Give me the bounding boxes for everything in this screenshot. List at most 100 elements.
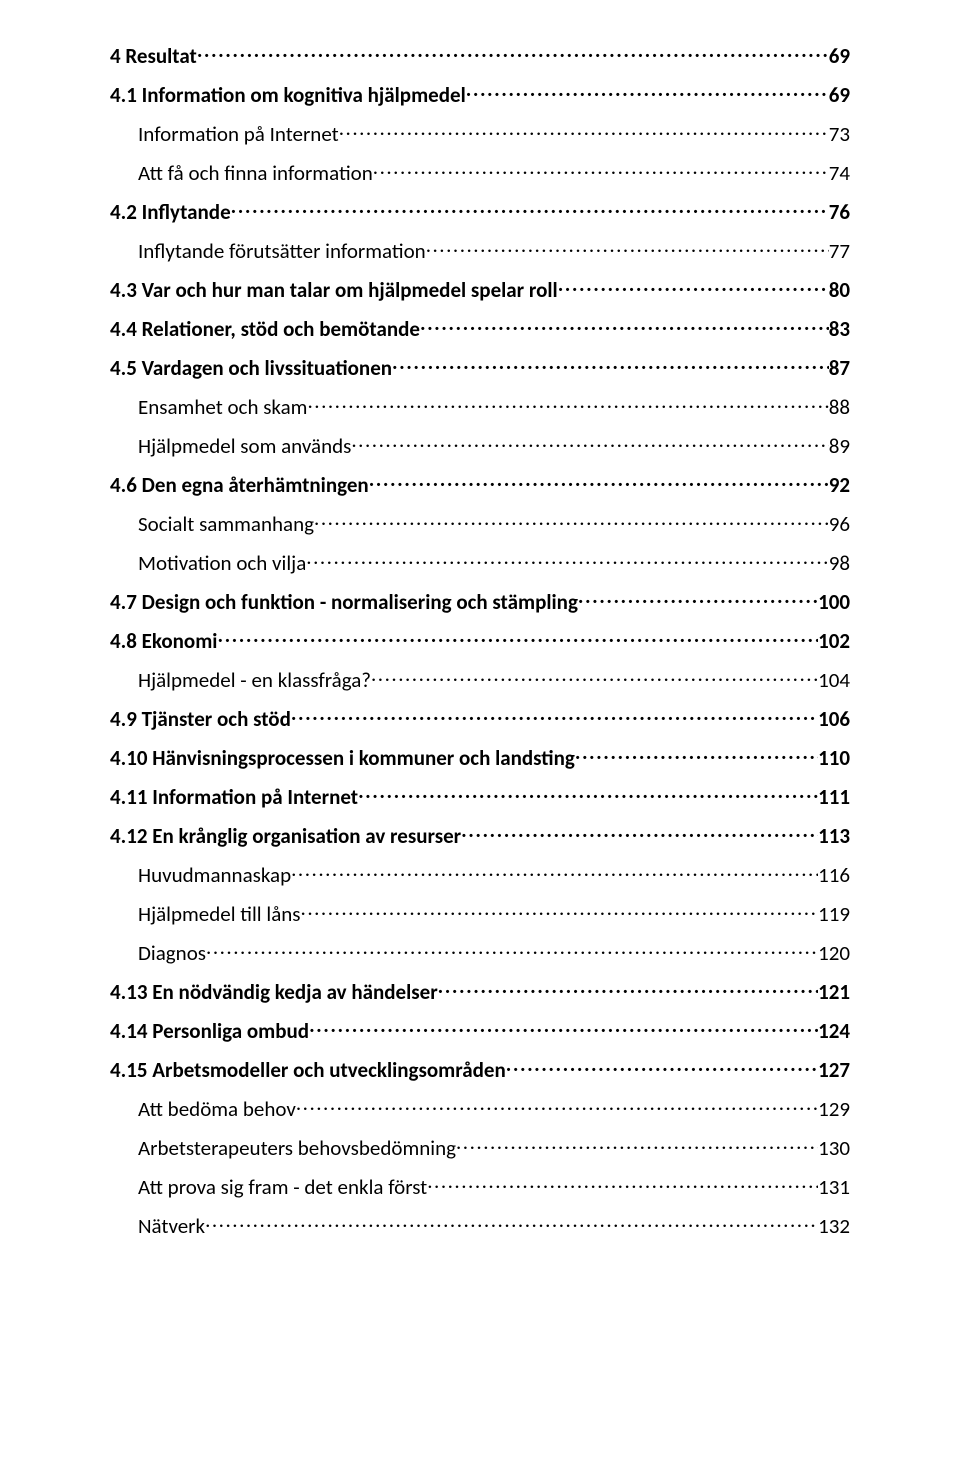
toc-entry: Ensamhet och skam88 [110,394,850,420]
toc-leader-dots [427,1175,818,1194]
toc-entry: 4.2 Inflytande 76 [110,199,850,225]
toc-entry: 4.5 Vardagen och livssituationen 87 [110,355,850,381]
toc-page-number: 100 [818,589,850,615]
toc-label: 4.6 Den egna återhämtningen [110,472,369,498]
toc-leader-dots [461,824,818,843]
toc-leader-dots [373,161,829,180]
toc-label: Inflytande förutsätter information [138,238,426,264]
toc-leader-dots [301,902,819,921]
toc-label: 4.5 Vardagen och livssituationen [110,355,392,381]
toc-entry: Inflytande förutsätter information 77 [110,238,850,264]
toc-entry: Hjälpmedel som används89 [110,433,850,459]
toc-leader-dots [291,863,818,882]
toc-label: Huvudmannaskap [138,862,291,888]
toc-page-number: 131 [818,1174,850,1200]
toc-leader-dots [420,317,829,336]
toc-leader-dots [392,356,829,375]
toc-leader-dots [438,980,818,999]
toc-label: Att få och finna information [138,160,373,186]
toc-leader-dots [358,785,818,804]
toc-entry: Arbetsterapeuters behovsbedömning 130 [110,1135,850,1161]
page-container: 4 Resultat 69 4.1 Information om kognitiva… [0,0,960,1484]
toc-page-number: 113 [818,823,850,849]
toc-page-number: 130 [818,1135,850,1161]
toc-page-number: 89 [829,433,850,459]
toc-leader-dots [205,1214,818,1233]
toc-leader-dots [339,122,829,141]
toc-leader-dots [309,1019,818,1038]
toc-leader-dots [456,1136,818,1155]
toc-leader-dots [369,473,829,492]
toc-page-number: 87 [829,355,850,381]
toc-entry: Hjälpmedel - en klassfråga? 104 [110,667,850,693]
toc-page-number: 129 [818,1096,850,1122]
toc-label: 4.9 Tjänster och stöd [110,706,291,732]
toc-label: Att bedöma behov [138,1096,296,1122]
toc-label: 4.13 En nödvändig kedja av händelser [110,979,438,1005]
toc-leader-dots [217,629,818,648]
toc-page-number: 102 [818,628,850,654]
toc-entry: Att bedöma behov 129 [110,1096,850,1122]
toc-leader-dots [314,512,829,531]
toc-label: Hjälpmedel - en klassfråga? [138,667,371,693]
toc-leader-dots [291,707,818,726]
toc-label: Arbetsterapeuters behovsbedömning [138,1135,456,1161]
toc-leader-dots [306,551,828,570]
toc-label: 4.7 Design och funktion - normalisering … [110,589,578,615]
toc-page-number: 74 [829,160,850,186]
toc-page-number: 69 [829,43,850,69]
toc-page-number: 104 [818,667,850,693]
toc-label: 4.1 Information om kognitiva hjälpmedel [110,82,466,108]
toc-label: Diagnos [138,940,206,966]
toc-label: 4.12 En krånglig organisation av resurse… [110,823,461,849]
toc-leader-dots [307,395,828,414]
toc-label: Hjälpmedel till låns [138,901,301,927]
toc-label: Nätverk [138,1213,205,1239]
toc-entry: 4.4 Relationer, stöd och bemötande 83 [110,316,850,342]
toc-entry: 4.7 Design och funktion - normalisering … [110,589,850,615]
toc-page-number: 124 [818,1018,850,1044]
toc-page-number: 92 [829,472,850,498]
toc-entry: 4.6 Den egna återhämtningen 92 [110,472,850,498]
toc-label: 4.11 Information på Internet [110,784,358,810]
toc-page-number: 110 [818,745,850,771]
toc-label: Ensamhet och skam [138,394,307,420]
toc-label: 4.14 Personliga ombud [110,1018,309,1044]
toc-page-number: 116 [818,862,850,888]
toc-leader-dots [197,44,829,63]
toc-page-number: 132 [818,1213,850,1239]
toc-entry: Motivation och vilja98 [110,550,850,576]
toc-leader-dots [426,239,829,258]
toc-entry: 4.13 En nödvändig kedja av händelser 121 [110,979,850,1005]
toc-label: Socialt sammanhang [138,511,314,537]
toc-leader-dots [466,83,829,102]
toc-page-number: 73 [829,121,850,147]
toc-page-number: 98 [829,550,850,576]
toc-label: Information på Internet [138,121,339,147]
toc-label: 4 Resultat [110,43,197,69]
toc-entry: 4.15 Arbetsmodeller och utvecklingsområd… [110,1057,850,1083]
toc-entry: Hjälpmedel till låns119 [110,901,850,927]
toc-entry: 4.10 Hänvisningsprocessen i kommuner och… [110,745,850,771]
toc-label: 4.10 Hänvisningsprocessen i kommuner och… [110,745,575,771]
toc-entry: Nätverk 132 [110,1213,850,1239]
toc-entry: Att prova sig fram - det enkla först131 [110,1174,850,1200]
toc-label: 4.4 Relationer, stöd och bemötande [110,316,420,342]
toc-page-number: 127 [818,1057,850,1083]
toc-leader-dots [575,746,818,765]
toc-label: 4.15 Arbetsmodeller och utvecklingsområd… [110,1057,506,1083]
toc-page-number: 121 [818,979,850,1005]
toc-leader-dots [371,668,818,687]
toc-entry: Huvudmannaskap 116 [110,862,850,888]
toc-entry: Diagnos120 [110,940,850,966]
toc-page-number: 76 [829,199,850,225]
toc-entry: 4.11 Information på Internet111 [110,784,850,810]
toc-page-number: 106 [818,706,850,732]
toc-page-number: 83 [829,316,850,342]
toc-entry: 4.3 Var och hur man talar om hjälpmedel … [110,277,850,303]
toc-entry: 4.8 Ekonomi102 [110,628,850,654]
toc-page-number: 77 [829,238,850,264]
toc-label: 4.2 Inflytande [110,199,231,225]
toc-page-number: 96 [829,511,850,537]
toc-entry: 4.9 Tjänster och stöd 106 [110,706,850,732]
